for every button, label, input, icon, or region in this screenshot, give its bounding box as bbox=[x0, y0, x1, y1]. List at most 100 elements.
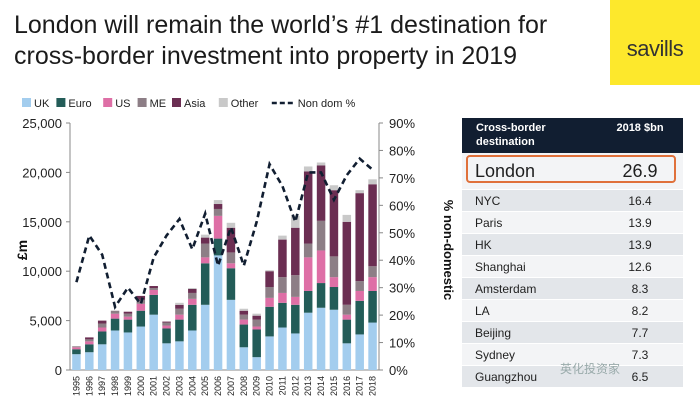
bar-segment-other bbox=[252, 313, 261, 316]
row-city: Amsterdam bbox=[475, 281, 537, 296]
bar-segment-other bbox=[175, 302, 184, 305]
bar-segment-asia bbox=[239, 310, 249, 315]
table-row: Guangzhou 6.5 bbox=[462, 366, 683, 388]
bar-segment-us bbox=[252, 326, 261, 330]
bar-segment-uk bbox=[342, 343, 352, 370]
x-tick-label: 2003 bbox=[174, 376, 184, 396]
bar-segment-asia bbox=[278, 239, 287, 278]
bar-segment-other bbox=[316, 162, 326, 166]
bar-segment-asia bbox=[85, 337, 94, 340]
bar-segment-other bbox=[278, 235, 287, 240]
x-tick-label: 1995 bbox=[71, 376, 81, 396]
row-city: Guangzhou bbox=[475, 369, 538, 384]
y2-tick-label: 90% bbox=[389, 116, 415, 131]
bar-segment-other bbox=[342, 214, 352, 222]
bar-segment-uk bbox=[85, 352, 94, 370]
bar-segment-us bbox=[316, 250, 326, 284]
x-tick-label: 2013 bbox=[303, 376, 313, 396]
bar-segment-euro bbox=[226, 268, 236, 300]
y-tick-label: 20,000 bbox=[22, 165, 62, 180]
legend-swatch bbox=[22, 98, 31, 107]
bar-segment-us bbox=[175, 314, 184, 320]
bar-segment-other bbox=[355, 190, 364, 194]
legend-swatch bbox=[172, 98, 181, 107]
bar-segment-euro bbox=[188, 304, 197, 331]
y-tick-label: 10,000 bbox=[22, 264, 62, 279]
bar-segment-uk bbox=[278, 327, 287, 370]
y2-axis-label: % non-domestic bbox=[441, 200, 456, 300]
table-row: Sydney 7.3 bbox=[462, 344, 683, 366]
bar-segment-me bbox=[303, 243, 313, 258]
header-value: 2018 $bn bbox=[616, 122, 664, 134]
bar-segment-asia bbox=[162, 321, 171, 323]
bar-segment-asia bbox=[175, 304, 184, 309]
bar-segment-us bbox=[72, 347, 81, 350]
legend-swatch bbox=[218, 98, 228, 107]
x-tick-label: 2016 bbox=[342, 376, 352, 396]
bar-segment-asia bbox=[200, 237, 210, 244]
bar-segment-other bbox=[368, 179, 377, 185]
bar-segment-uk bbox=[368, 322, 377, 370]
bar-segment-us bbox=[213, 215, 223, 239]
bar-segment-us bbox=[226, 263, 236, 269]
row-city: London bbox=[475, 160, 536, 181]
bar-segment-other bbox=[303, 166, 313, 172]
bar-segment-me bbox=[252, 319, 261, 327]
bar-segment-asia bbox=[291, 227, 300, 276]
row-city: NYC bbox=[475, 193, 501, 208]
row-value: 16.4 bbox=[628, 193, 652, 208]
bar-segment-us bbox=[110, 313, 120, 319]
row-value: 6.5 bbox=[631, 369, 649, 384]
bar-segment-me bbox=[110, 310, 120, 314]
bar-segment-euro bbox=[213, 238, 223, 256]
bar-segment-us bbox=[291, 296, 300, 305]
bar-segment-me bbox=[278, 277, 287, 293]
bar-segment-euro bbox=[368, 290, 377, 323]
x-tick-label: 2002 bbox=[162, 376, 172, 396]
bar-segment-me bbox=[265, 287, 274, 298]
bar-segment-uk bbox=[149, 314, 158, 370]
x-tick-label: 1998 bbox=[110, 376, 120, 396]
bar-segment-euro bbox=[200, 263, 210, 305]
bar-segment-uk bbox=[175, 341, 184, 370]
bar-segment-uk bbox=[213, 255, 223, 370]
x-tick-label: 2017 bbox=[355, 376, 365, 396]
bar-segment-me bbox=[213, 208, 223, 216]
bar-segment-us bbox=[239, 319, 249, 325]
bar-segment-uk bbox=[303, 312, 313, 370]
y2-tick-label: 60% bbox=[389, 198, 415, 213]
bar-segment-uk bbox=[97, 344, 107, 370]
row-value: 7.3 bbox=[631, 347, 649, 362]
legend-label: US bbox=[115, 98, 130, 110]
bar-segment-asia bbox=[136, 295, 146, 300]
bar-segment-euro bbox=[85, 344, 94, 353]
bar-segment-euro bbox=[162, 328, 171, 344]
bar-segment-us bbox=[329, 277, 339, 288]
bar-segment-me bbox=[342, 304, 352, 315]
bar-segment-euro bbox=[252, 329, 261, 358]
savills-logo: savills bbox=[610, 0, 700, 85]
non-dom-line bbox=[75, 156, 374, 311]
bar-segment-other bbox=[291, 215, 300, 228]
bar-segment-me bbox=[239, 314, 249, 320]
x-tick-label: 2000 bbox=[136, 376, 146, 396]
logo-text: savills bbox=[626, 36, 684, 61]
bar-segment-us bbox=[200, 257, 210, 264]
bar-segment-me bbox=[226, 252, 236, 264]
bar-segment-asia bbox=[149, 286, 158, 288]
bar-segment-asia bbox=[316, 165, 326, 221]
bar-segment-us bbox=[97, 327, 107, 332]
y-tick-label: 15,000 bbox=[22, 215, 62, 230]
x-tick-label: 2012 bbox=[290, 376, 300, 396]
bar-segment-us bbox=[355, 290, 364, 301]
table-row: Shanghai 12.6 bbox=[462, 256, 683, 278]
bar-segment-asia bbox=[252, 315, 261, 320]
bar-segment-uk bbox=[226, 299, 236, 370]
bar-segment-other bbox=[239, 308, 249, 311]
x-tick-label: 1999 bbox=[123, 376, 133, 396]
bar-segment-me bbox=[162, 322, 171, 326]
y-tick-label: 5,000 bbox=[29, 314, 62, 329]
bar-segment-us bbox=[303, 257, 313, 291]
legend-label: Asia bbox=[184, 98, 206, 110]
legend-label: ME bbox=[150, 98, 167, 110]
